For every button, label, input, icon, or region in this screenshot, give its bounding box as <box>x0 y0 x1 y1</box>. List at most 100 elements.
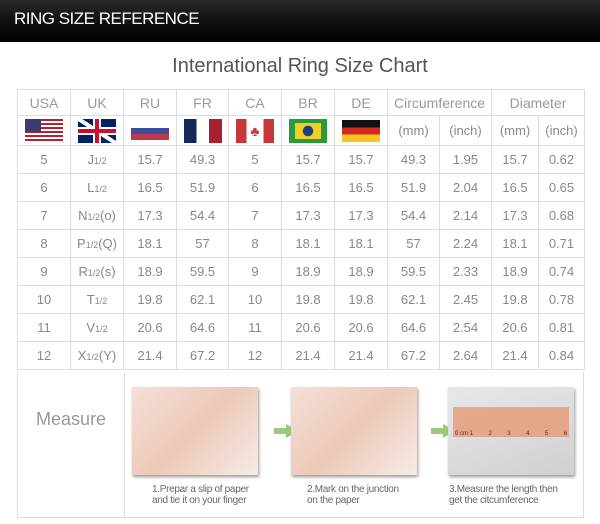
cell-c-mm: 57 <box>387 229 440 258</box>
uk-letter: J <box>87 152 94 167</box>
cell-ca: 8 <box>228 229 282 258</box>
cell-br: 15.7 <box>281 145 335 174</box>
uk-letter: N <box>78 208 88 223</box>
cell-c-mm: 59.5 <box>387 257 440 286</box>
uk-alt: (s) <box>100 264 116 279</box>
cell-d-in: 0.68 <box>538 201 585 230</box>
table-row: 8 P1/2(Q) 18.1 57 8 18.1 18.1 57 2.24 18.1 0.71 <box>17 229 585 258</box>
france-flag-icon <box>183 118 222 143</box>
cell-c-in: 2.45 <box>439 285 492 314</box>
brazil-flag-icon <box>289 118 327 143</box>
cell-c-in: 2.64 <box>439 341 492 370</box>
table-row: 12 X1/2(Y) 21.4 67.2 12 21.4 21.4 67.2 2.64 21.4 0… <box>17 341 585 370</box>
cell-c-mm: 62.1 <box>387 285 440 314</box>
uk-fraction: 1/2 <box>85 240 99 250</box>
ruler-label: 0 cm 1 <box>455 431 474 437</box>
uk-letter: T <box>86 292 95 307</box>
cell-d-in: 0.71 <box>538 229 585 258</box>
cell-d-in: 0.74 <box>538 257 585 286</box>
cell-br: 19.8 <box>281 285 335 314</box>
cell-d-mm: 21.4 <box>491 341 539 370</box>
cell-ru: 21.4 <box>123 341 177 370</box>
uk-fraction: 1/2 <box>95 324 108 334</box>
cell-ru: 16.5 <box>123 173 177 202</box>
cell-uk: V1/2 <box>70 313 124 342</box>
uk-letter: P <box>77 236 86 251</box>
cell-ru: 19.8 <box>123 285 177 314</box>
cell-br: 16.5 <box>281 173 335 202</box>
cell-de: 18.1 <box>334 229 388 258</box>
cell-ca: 5 <box>228 145 282 174</box>
cell-br: 18.9 <box>281 257 335 286</box>
step3-caption: 3.Measure the length then get the citcumf… <box>449 484 558 506</box>
uk-letter: V <box>86 320 96 335</box>
cell-usa: 10 <box>17 285 71 314</box>
header-de: DE <box>334 89 388 116</box>
cell-c-mm: 49.3 <box>387 145 440 174</box>
step1-caption: 1.Prepar a slip of paper and tie it on yo… <box>152 484 249 506</box>
header-ca: CA <box>228 89 282 116</box>
measure-label: Measure <box>35 409 107 429</box>
cell-usa: 8 <box>17 229 71 258</box>
cell-usa: 5 <box>17 145 71 174</box>
cell-d-mm: 16.5 <box>491 173 539 202</box>
uk-letter: L <box>87 180 95 195</box>
cell-ca: 12 <box>228 341 282 370</box>
cell-c-in: 2.54 <box>439 313 492 342</box>
cell-br: 18.1 <box>281 229 335 258</box>
cell-br: 17.3 <box>281 201 335 230</box>
cell-de: 19.8 <box>334 285 388 314</box>
cell-usa: 9 <box>17 257 71 286</box>
cell-ru: 17.3 <box>123 201 177 230</box>
cell-usa: 11 <box>17 313 71 342</box>
cell-de: 18.9 <box>334 257 388 286</box>
step3-photo: 0 cm 1 2 3 4 5 6 <box>448 387 574 475</box>
cell-d-mm: 19.8 <box>491 285 539 314</box>
step2-caption: 2.Mark on the junction on the paper <box>307 484 399 506</box>
uk-flag-icon <box>78 118 116 143</box>
cell-c-in: 1.95 <box>439 145 492 174</box>
cell-d-mm: 18.1 <box>491 229 539 258</box>
cell-fr: 51.9 <box>176 173 229 202</box>
flag-row: ♣ (mm) (inch) (mm) (inch) <box>17 115 585 146</box>
cell-c-in: 2.33 <box>439 257 492 286</box>
cell-ca: 6 <box>228 173 282 202</box>
ruler-label: 3 <box>507 431 511 437</box>
uk-fraction: 1/2 <box>87 212 100 222</box>
uk-fraction: 1/2 <box>94 184 107 194</box>
cell-ca: 11 <box>228 313 282 342</box>
cell-uk: T1/2 <box>70 285 124 314</box>
cell-ca: 9 <box>228 257 282 286</box>
cell-fr: 49.3 <box>176 145 229 174</box>
cell-de: 17.3 <box>334 201 388 230</box>
header-circumference: Circumference <box>387 89 492 116</box>
us-flag-icon <box>25 118 63 143</box>
cell-c-mm: 51.9 <box>387 173 440 202</box>
cell-ca: 7 <box>228 201 282 230</box>
cell-fr: 54.4 <box>176 201 229 230</box>
cell-ru: 18.1 <box>123 229 177 258</box>
unit-circ-inch: (inch) <box>439 115 492 146</box>
cell-d-mm: 17.3 <box>491 201 539 230</box>
ruler-label: 6 <box>563 431 567 437</box>
measure-section: Measure 0 cm 1 2 3 4 5 6 1.Prepar a slip… <box>17 372 584 518</box>
banner: RING SIZE REFERENCE <box>0 0 600 42</box>
cell-br: 20.6 <box>281 313 335 342</box>
ruler: 0 cm 1 2 3 4 5 6 <box>453 407 569 437</box>
cell-de: 15.7 <box>334 145 388 174</box>
canada-flag-icon: ♣ <box>236 118 274 143</box>
table-row: 9 R1/2(s) 18.9 59.5 9 18.9 18.9 59.5 2.33 18.9 0.7… <box>17 257 585 286</box>
cell-ru: 15.7 <box>123 145 177 174</box>
cell-ru: 20.6 <box>123 313 177 342</box>
unit-circ-mm: (mm) <box>387 115 440 146</box>
cell-uk: X1/2(Y) <box>70 341 124 370</box>
cell-d-in: 0.78 <box>538 285 585 314</box>
cell-fr: 64.6 <box>176 313 229 342</box>
cell-d-in: 0.65 <box>538 173 585 202</box>
uk-letter: R <box>78 264 88 279</box>
cell-uk: P1/2(Q) <box>70 229 124 258</box>
uk-fraction: 1/2 <box>87 268 101 278</box>
table-row: 6 L1/2 16.5 51.9 6 16.5 16.5 51.9 2.04 16.5 0.65 <box>17 173 585 202</box>
germany-flag-icon <box>342 119 380 142</box>
cell-c-in: 2.04 <box>439 173 492 202</box>
